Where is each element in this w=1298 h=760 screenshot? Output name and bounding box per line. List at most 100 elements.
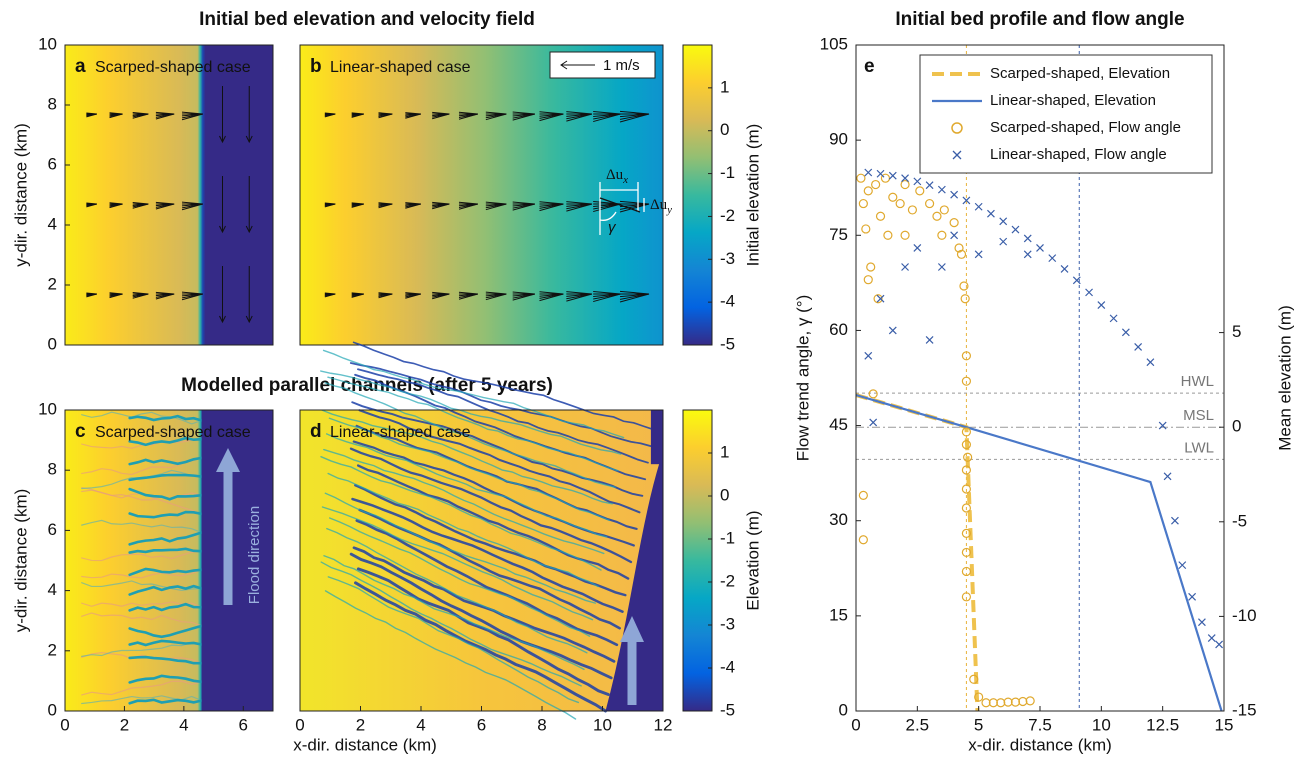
channel	[128, 698, 203, 705]
vector	[619, 293, 650, 303]
arrow-head	[245, 135, 253, 144]
channel	[81, 680, 203, 696]
channel	[320, 561, 582, 687]
x-axis-label: x-dir. distance (km)	[968, 735, 1112, 754]
point	[888, 192, 898, 202]
y-tick-label: 0	[839, 700, 848, 719]
legend-label: Scarped-shaped, Elevation	[990, 65, 1170, 82]
y-tick-label: 0	[48, 700, 57, 719]
point	[900, 179, 910, 190]
channel	[328, 417, 611, 522]
vector	[539, 203, 564, 212]
colorbar-tick-label: -1	[720, 163, 735, 182]
x-tick-label: 8	[537, 715, 546, 734]
channel	[354, 484, 627, 597]
x-tick-label: 0	[851, 715, 860, 734]
point	[907, 205, 918, 215]
point	[858, 198, 868, 209]
channel	[321, 506, 594, 621]
point	[1023, 234, 1032, 243]
reference-label: HWL	[1181, 373, 1214, 390]
elevation-line	[856, 393, 980, 711]
point	[1197, 618, 1206, 627]
x-tick-label: 12.5	[1146, 715, 1179, 734]
point	[937, 230, 947, 240]
point	[961, 566, 972, 577]
point	[974, 692, 984, 702]
point	[858, 535, 868, 545]
y-tick-label: 4	[48, 580, 57, 599]
y-axis-label: y-dir. distance (km)	[11, 123, 30, 267]
y-tick-label: 10	[38, 34, 57, 53]
channel	[81, 519, 203, 534]
point	[1097, 301, 1106, 309]
x-tick-label: 4	[416, 715, 425, 734]
point	[900, 230, 910, 240]
y2-axis-label: Mean elevation (m)	[1275, 305, 1294, 451]
point	[863, 186, 873, 196]
x-tick-label: 5	[974, 715, 983, 734]
elevation-line	[856, 393, 1223, 711]
vector-label: Δux	[606, 167, 628, 185]
x-tick-label: 6	[239, 715, 248, 734]
angle-arc	[599, 211, 617, 221]
channel	[324, 382, 616, 488]
vector	[485, 293, 507, 301]
y2-tick-label: 5	[1232, 322, 1241, 341]
channel	[326, 527, 588, 654]
point	[856, 173, 866, 183]
colorbar-tick-label: 1	[720, 77, 729, 96]
frame	[299, 44, 664, 346]
y-tick-label: 60	[829, 320, 848, 339]
point	[996, 698, 1006, 708]
heading: Initial bed elevation and velocity field	[199, 9, 535, 30]
vector	[155, 203, 175, 210]
point	[861, 224, 871, 234]
vector	[593, 203, 621, 213]
point	[1207, 634, 1216, 642]
channel	[357, 368, 649, 464]
vector	[512, 203, 536, 211]
y-tick-label: 8	[48, 460, 57, 479]
colorbar-tick-label: 1	[720, 442, 729, 461]
vector	[378, 293, 393, 299]
vector	[593, 113, 621, 123]
point	[961, 503, 972, 513]
panel-case: Scarped-shaped case	[95, 424, 251, 441]
y-tick-label: 105	[820, 34, 848, 53]
vector-line	[599, 197, 641, 213]
vector	[351, 113, 364, 118]
point	[925, 181, 934, 190]
vector	[132, 293, 149, 299]
channel	[320, 455, 602, 571]
point	[949, 218, 959, 228]
vector	[109, 293, 123, 299]
channel	[351, 497, 624, 613]
channel	[128, 510, 203, 519]
channel	[81, 652, 203, 664]
point	[961, 592, 972, 602]
colorbar-tick-label: -2	[720, 571, 735, 590]
velocity-vectors	[86, 111, 203, 301]
point	[883, 230, 893, 240]
point	[950, 190, 959, 199]
arrow-head	[219, 135, 226, 144]
point	[939, 205, 949, 215]
x-tick-label: 2	[356, 715, 365, 734]
point	[960, 294, 970, 304]
vector	[181, 203, 203, 211]
x-tick-label: 2	[120, 715, 129, 734]
channel	[323, 555, 585, 671]
vector	[324, 113, 336, 118]
point	[1171, 516, 1179, 525]
x-tick-label: 10	[1092, 715, 1111, 734]
y2-tick-label: -15	[1232, 700, 1257, 719]
y2-tick-label: -5	[1232, 511, 1247, 530]
point	[999, 237, 1008, 246]
vector	[432, 293, 450, 300]
point	[963, 452, 973, 462]
colorbar-tick-label: -2	[720, 206, 735, 225]
point	[1178, 561, 1187, 570]
channel	[349, 552, 613, 680]
y-axis-label: y-dir. distance (km)	[11, 489, 30, 633]
